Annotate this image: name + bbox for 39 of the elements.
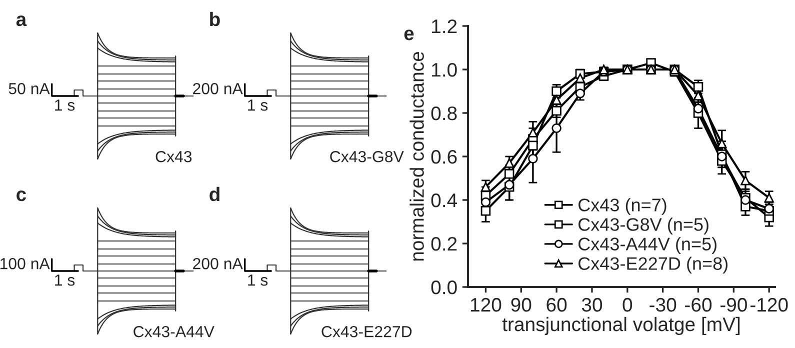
x-tick-label: -30	[650, 298, 676, 312]
y-tick-label: 0.8	[431, 106, 457, 120]
x-axis-title: transjunctional volatge [mV]	[502, 316, 740, 336]
legend-label: Cx43 (n=7)	[578, 198, 666, 215]
y-axis-title: normalized conductance	[410, 52, 424, 261]
x-tick-label: 60	[546, 298, 567, 312]
chart-title: e	[404, 30, 414, 40]
x-tick-label: -120	[750, 298, 788, 312]
y-tick-label: 0.2	[431, 236, 457, 251]
y-tick-label: 1.2	[432, 19, 457, 34]
text: 100 nA	[0, 258, 50, 270]
text: d	[210, 186, 220, 202]
text: b	[210, 12, 220, 26]
text: 1 s	[55, 100, 75, 111]
text: 1 s	[55, 274, 75, 286]
y-tick-label: 1.0	[432, 62, 457, 77]
legend-label: Cx43-G8V (n=5)	[578, 218, 708, 234]
legend-label: Cx43-A44V (n=5)	[578, 237, 716, 254]
x-tick-label: -60	[685, 298, 712, 312]
x-tick-label: 120	[470, 298, 502, 312]
text: 1 s	[248, 100, 268, 111]
text: Cx43-G8V	[330, 150, 404, 162]
x-tick-label: 30	[582, 298, 602, 312]
text: 50 nA	[8, 82, 50, 94]
text: Cx43-A44V	[134, 326, 214, 338]
text: 1 s	[248, 274, 268, 286]
x-tick-label: -90	[720, 298, 747, 312]
text: 200 nA	[193, 82, 243, 94]
text: Cx43	[156, 150, 192, 162]
legend-label: Cx43-E227D (n=8)	[578, 256, 728, 274]
x-tick-label: 90	[511, 298, 532, 312]
y-tick-label: 0.4	[431, 193, 458, 208]
text: Cx43-E227D	[322, 326, 412, 338]
y-tick-label: 0.6	[431, 150, 457, 164]
x-tick-label: 0	[622, 298, 632, 312]
text: 200 nA	[193, 258, 243, 270]
y-tick-label: 0.0	[431, 280, 457, 294]
text: c	[16, 190, 26, 202]
text: a	[16, 16, 27, 26]
